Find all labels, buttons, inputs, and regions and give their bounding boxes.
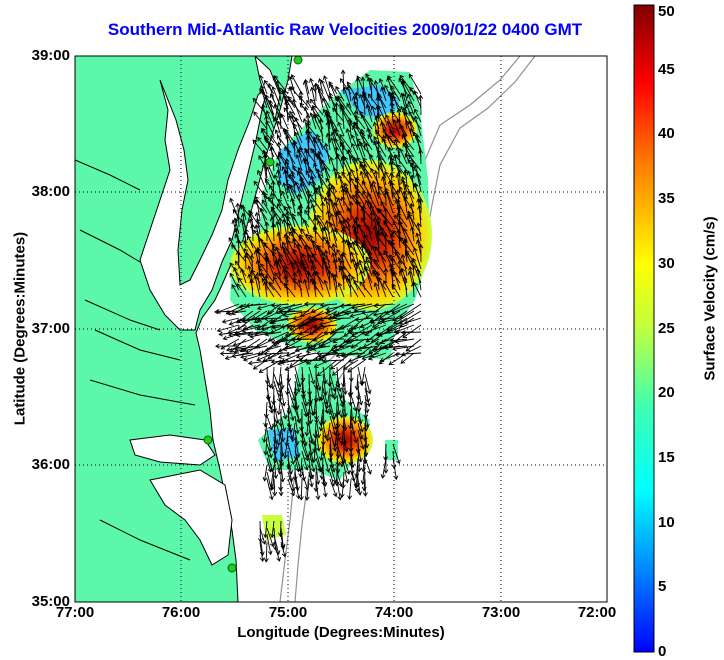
- y-tick-label: 35:00: [20, 593, 70, 610]
- radar-station: [204, 436, 212, 444]
- x-tick-label: 72:00: [567, 604, 627, 621]
- chart-title: Southern Mid-Atlantic Raw Velocities 200…: [60, 20, 630, 40]
- y-tick-label: 37:00: [20, 320, 70, 337]
- velocity-vector: [421, 150, 422, 164]
- colorbar-tick: 5: [658, 578, 666, 595]
- x-tick-label: 76:00: [151, 604, 211, 621]
- colorbar-tick: 25: [658, 320, 675, 337]
- colorbar-tick: 10: [658, 514, 675, 531]
- velocity-vector: [308, 271, 309, 290]
- colorbar-tick: 50: [658, 3, 675, 20]
- colorbar-tick: 30: [658, 255, 675, 272]
- x-tick-label: 74:00: [364, 604, 424, 621]
- x-tick-label: 75:00: [258, 604, 318, 621]
- colorbar: [634, 5, 654, 652]
- y-tick-label: 36:00: [20, 456, 70, 473]
- colorbar-tick: 0: [658, 643, 666, 660]
- velocity-vector: [358, 78, 359, 94]
- colorbar-tick: 20: [658, 384, 675, 401]
- velocity-vector: [330, 271, 331, 290]
- x-axis-label: Longitude (Degrees:Minutes): [75, 624, 607, 641]
- x-tick-label: 73:00: [471, 604, 531, 621]
- colorbar-tick: 35: [658, 190, 675, 207]
- colorbar-tick: 15: [658, 449, 675, 466]
- velocity-vector: [273, 224, 274, 241]
- y-tick-label: 39:00: [20, 47, 70, 64]
- velocity-vector: [267, 116, 268, 136]
- colorbar-label: Surface Velocity (cm/s): [702, 174, 719, 424]
- colorbar-tick: 40: [658, 125, 675, 142]
- radar-station: [266, 158, 274, 166]
- y-tick-label: 38:00: [20, 183, 70, 200]
- velocity-vector: [330, 367, 331, 386]
- colorbar-tick: 45: [658, 61, 675, 78]
- radar-station: [228, 564, 236, 572]
- radar-station: [294, 56, 302, 64]
